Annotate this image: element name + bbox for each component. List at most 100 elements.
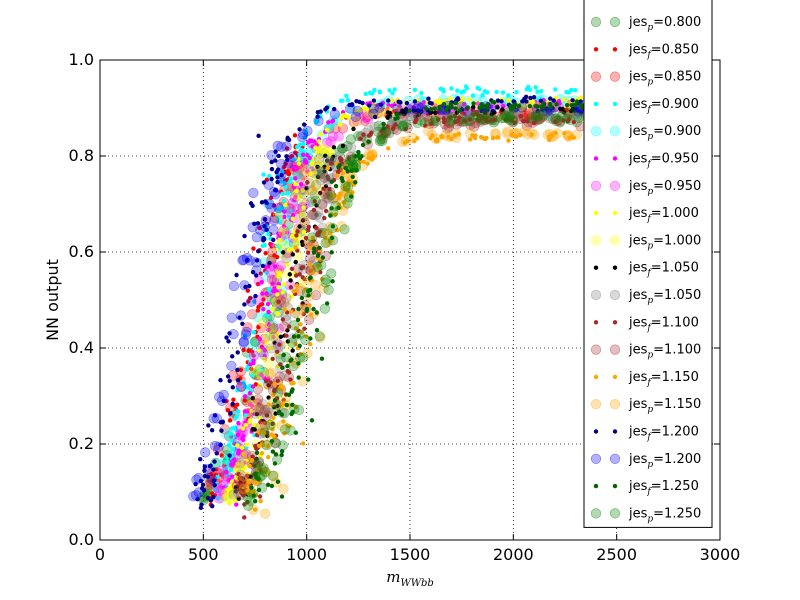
- data-point: [265, 367, 276, 378]
- data-point: [229, 462, 234, 467]
- data-point: [293, 176, 298, 181]
- data-point: [333, 212, 338, 217]
- data-point: [451, 132, 462, 143]
- data-point: [554, 116, 566, 127]
- data-point: [248, 201, 254, 206]
- data-point: [275, 207, 280, 212]
- data-point: [281, 297, 292, 308]
- data-point: [484, 135, 489, 141]
- data-point: [392, 103, 403, 114]
- data-point: [205, 495, 211, 501]
- data-point: [278, 384, 284, 389]
- data-point: [238, 367, 244, 373]
- data-point: [307, 303, 312, 308]
- data-point: [278, 226, 289, 237]
- data-point: [535, 89, 540, 94]
- data-point: [564, 131, 575, 142]
- data-point: [515, 113, 526, 125]
- data-point: [479, 101, 484, 107]
- data-point: [243, 413, 248, 418]
- data-point: [228, 329, 239, 340]
- data-point: [570, 106, 576, 112]
- data-point: [354, 167, 359, 173]
- data-point: [385, 110, 391, 115]
- data-point: [290, 387, 295, 392]
- data-point: [231, 480, 242, 491]
- data-point: [255, 322, 266, 334]
- data-point: [468, 121, 480, 132]
- data-point: [330, 279, 335, 284]
- data-point: [231, 457, 237, 462]
- data-point: [237, 475, 243, 481]
- data-point: [462, 118, 468, 124]
- data-point: [505, 98, 511, 103]
- data-point: [193, 472, 204, 484]
- data-point: [268, 186, 280, 197]
- legend-label-value: =0.950: [651, 152, 699, 167]
- legend-label-main: jes: [628, 233, 648, 248]
- data-point: [542, 129, 553, 140]
- data-point: [258, 467, 263, 473]
- data-point: [225, 374, 231, 379]
- data-point: [279, 403, 285, 408]
- data-point: [286, 392, 292, 397]
- data-point: [323, 153, 328, 159]
- data-point: [361, 159, 367, 165]
- data-point: [221, 485, 226, 490]
- data-point: [323, 193, 335, 204]
- data-point: [266, 150, 277, 161]
- data-point: [228, 489, 239, 500]
- data-point: [423, 123, 428, 128]
- data-point: [548, 131, 559, 142]
- data-point: [363, 108, 374, 119]
- data-point: [297, 224, 302, 229]
- data-point: [574, 99, 580, 104]
- data-point: [561, 110, 567, 115]
- data-point: [276, 420, 287, 431]
- data-point: [261, 442, 266, 448]
- legend-label-value: =1.100: [653, 343, 701, 358]
- legend-label-main: jes: [628, 179, 648, 194]
- legend-marker: [609, 180, 621, 191]
- data-point: [265, 301, 271, 307]
- data-point: [527, 103, 533, 109]
- data-point: [321, 186, 326, 191]
- data-point: [326, 176, 331, 182]
- data-point: [273, 411, 278, 416]
- data-point: [377, 133, 388, 144]
- data-point: [477, 105, 482, 111]
- data-point: [238, 483, 249, 494]
- data-point: [278, 179, 284, 184]
- data-point: [383, 128, 395, 139]
- data-point: [543, 110, 554, 122]
- data-point: [447, 112, 458, 123]
- x-tick-label: 0: [95, 545, 105, 564]
- data-point: [201, 488, 207, 493]
- legend-label: jesf=0.950: [628, 152, 699, 170]
- data-point: [393, 116, 398, 121]
- data-point: [266, 323, 278, 334]
- data-point: [381, 121, 386, 127]
- data-point: [289, 208, 295, 214]
- data-point: [262, 420, 268, 426]
- data-point: [278, 362, 283, 367]
- legend-item: jesf=1.200: [593, 425, 699, 443]
- data-point: [288, 160, 299, 171]
- data-point: [270, 449, 276, 454]
- data-point: [338, 156, 344, 162]
- data-point: [312, 262, 323, 273]
- data-point: [490, 129, 502, 140]
- data-point: [500, 110, 511, 121]
- data-point: [255, 403, 266, 414]
- data-point: [366, 103, 372, 108]
- data-point: [562, 130, 567, 136]
- data-point: [281, 224, 287, 229]
- data-point: [350, 111, 361, 123]
- data-point: [463, 84, 469, 89]
- data-point: [334, 228, 340, 233]
- data-point: [266, 293, 277, 305]
- data-point: [433, 99, 439, 104]
- data-point: [243, 284, 248, 290]
- data-point: [349, 102, 355, 107]
